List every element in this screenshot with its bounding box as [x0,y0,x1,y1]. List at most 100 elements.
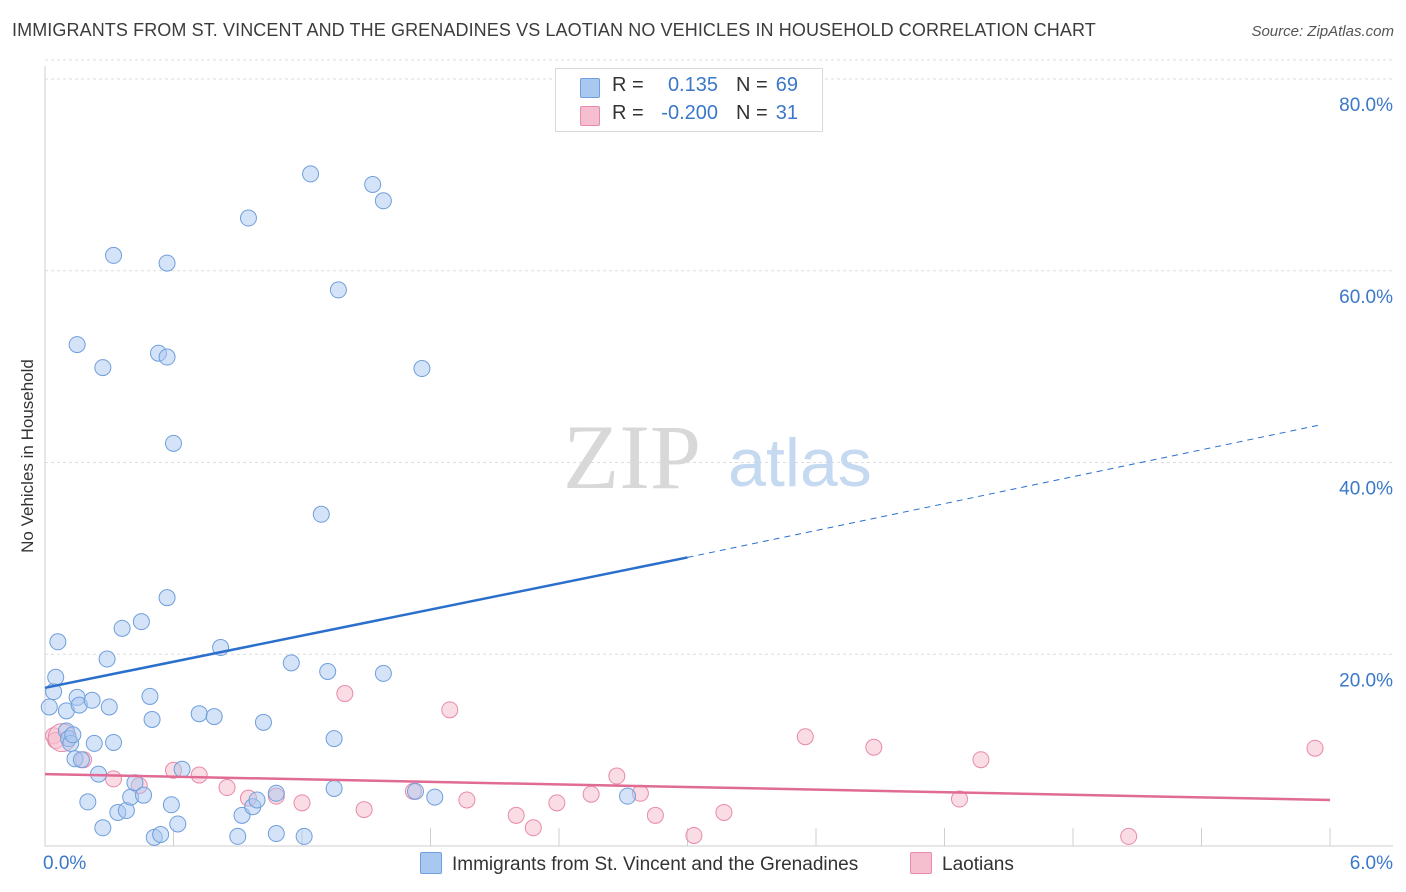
immigrants-point [100,698,118,716]
immigrants-trend-line [44,556,688,690]
correlation-legend: R = 0.135 N = 69 R = -0.200 N = 31 [555,68,823,132]
immigrants-point [162,796,180,814]
bottom-legend-swatch-pink [910,852,932,874]
immigrants-point [141,687,159,705]
gridlines [45,59,1393,655]
immigrants-point [68,336,86,354]
legend-row-laotians: R = -0.200 N = 31 [556,100,822,128]
immigrants-point [426,788,444,806]
legend-r-label: R = [612,102,644,124]
laotians-point [950,790,968,808]
trend-lines [44,424,1331,802]
immigrants-point [169,815,187,833]
y-tick-label: 20.0% [1339,670,1393,691]
immigrants-point [143,710,161,728]
laotians-point [524,819,542,837]
immigrants-point [135,786,153,804]
laotians-point [646,806,664,824]
legend-swatch-pink [580,106,600,126]
immigrants-point [83,691,101,709]
legend-n-label: N = [736,102,768,124]
laotians-point [796,728,814,746]
source-label: Source: ZipAtlas.com [1251,23,1394,40]
immigrants-point [72,751,90,769]
immigrants-points [40,165,637,846]
laotians-point [441,701,459,719]
y-tick-label: 80.0% [1339,95,1393,116]
immigrants-point [64,726,82,744]
laotians-point [218,779,236,797]
laotians-point [972,751,990,769]
immigrants-point [282,654,300,672]
immigrants-point [229,827,247,845]
immigrants-point [374,192,392,210]
laotians-trend-line [44,772,1331,802]
immigrants-point [329,281,347,299]
watermark: ZIP atlas [563,406,872,508]
watermark-atlas: atlas [728,425,872,501]
immigrants-point [267,825,285,843]
immigrants-point [152,825,170,843]
immigrants-trend-line-extension [687,424,1320,558]
immigrants-point [98,650,116,668]
bottom-legend-immigrants: Immigrants from St. Vincent and the Gren… [420,852,858,876]
immigrants-point [105,733,123,751]
chart-title: IMMIGRANTS FROM ST. VINCENT AND THE GREN… [12,20,1096,40]
legend-n-label: N = [736,74,768,96]
y-axis-label: No Vehicles in Household [18,359,37,553]
immigrants-point [205,708,223,726]
axes [44,66,1393,847]
immigrants-point [364,175,382,193]
bottom-legend-laotians: Laotians [910,852,1014,876]
immigrants-point [619,787,637,805]
y-tick-label: 40.0% [1339,479,1393,500]
immigrants-point [239,209,257,227]
immigrants-point [302,165,320,183]
legend-r-value: -0.200 [661,102,718,124]
y-tick-label: 60.0% [1339,287,1393,308]
y-tick-labels: 20.0% 40.0% 60.0% 80.0% [1339,95,1393,691]
legend-swatch-blue [580,78,600,98]
immigrants-point [158,254,176,272]
x-tick-labels: 0.0% 6.0% [43,853,1393,874]
watermark-zip: ZIP [563,406,701,508]
immigrants-point [165,434,182,452]
laotians-point [293,794,311,812]
laotians-point [336,685,354,703]
immigrants-point [105,246,123,264]
laotians-point [608,767,626,785]
bottom-legend-label-immigrants: Immigrants from St. Vincent and the Gren… [452,854,859,875]
immigrants-point [132,613,150,631]
immigrants-point [190,705,208,723]
laotians-point [458,791,476,809]
immigrants-point [158,348,176,366]
immigrants-point [407,782,425,800]
immigrants-point [413,360,431,378]
immigrants-point [374,664,392,682]
immigrants-point [113,619,131,637]
immigrants-point [248,791,266,809]
legend-n-value: 69 [775,74,798,96]
laotians-point [865,738,883,756]
laotians-point [355,801,373,819]
legend-r-value: 0.135 [667,74,718,96]
immigrants-point [173,760,191,778]
immigrants-point [254,713,272,731]
legend-r-label: R = [612,74,644,96]
immigrants-point [47,668,65,686]
immigrants-point [312,505,330,523]
x-tick-label-min: 0.0% [43,853,86,874]
laotians-point [105,770,123,788]
immigrants-point [94,819,112,837]
laotians-point [685,826,703,844]
laotians-point [1120,827,1138,845]
bottom-legend-swatch-blue [420,852,442,874]
immigrants-point [85,734,103,752]
laotians-point [507,806,525,824]
laotians-point [582,785,600,803]
immigrants-point [40,698,58,716]
immigrants-point [158,589,176,607]
x-tick-label-max: 6.0% [1350,853,1393,874]
immigrants-point [49,633,67,651]
